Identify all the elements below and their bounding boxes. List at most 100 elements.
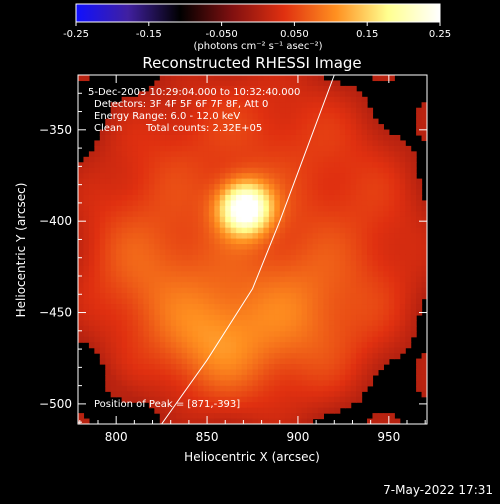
heatmap-pixel xyxy=(116,287,123,294)
heatmap-pixel xyxy=(328,358,335,365)
heatmap-pixel xyxy=(367,380,374,387)
heatmap-pixel xyxy=(203,287,210,294)
heatmap-pixel xyxy=(214,134,221,142)
heatmap-pixel xyxy=(208,124,215,131)
heatmap-pixel xyxy=(274,314,281,321)
heatmap-pixel xyxy=(143,265,150,272)
heatmap-pixel xyxy=(301,194,308,202)
heatmap-pixel xyxy=(241,194,248,202)
heatmap-pixel xyxy=(350,173,357,180)
heatmap-pixel xyxy=(132,140,139,147)
heatmap-pixel xyxy=(257,418,265,424)
heatmap-pixel xyxy=(367,216,374,223)
heatmap-pixel xyxy=(367,134,374,142)
heatmap-pixel xyxy=(110,129,117,136)
heatmap-pixel xyxy=(170,140,177,147)
heatmap-pixel xyxy=(339,107,346,114)
heatmap-pixel xyxy=(356,205,363,212)
heatmap-pixel xyxy=(285,145,292,152)
heatmap-pixel xyxy=(268,80,275,87)
heatmap-pixel xyxy=(290,107,297,114)
heatmap-pixel xyxy=(285,265,292,272)
heatmap-pixel xyxy=(257,189,265,196)
heatmap-pixel xyxy=(334,271,341,278)
heatmap-pixel xyxy=(421,118,427,125)
heatmap-pixel xyxy=(137,364,145,371)
heatmap-pixel xyxy=(416,293,423,300)
heatmap-pixel xyxy=(328,265,335,272)
heatmap-pixel xyxy=(214,194,221,202)
heatmap-pixel xyxy=(252,140,259,147)
heatmap-pixel xyxy=(132,358,139,365)
heatmap-pixel xyxy=(372,254,379,262)
heatmap-pixel xyxy=(154,194,161,202)
heatmap-pixel xyxy=(367,358,374,365)
heatmap-pixel xyxy=(339,325,346,332)
heatmap-pixel xyxy=(137,391,145,398)
heatmap-pixel xyxy=(247,233,254,240)
heatmap-pixel xyxy=(208,194,215,202)
heatmap-pixel xyxy=(187,314,194,321)
heatmap-pixel xyxy=(192,200,199,207)
heatmap-pixel xyxy=(290,238,297,245)
heatmap-pixel xyxy=(208,244,215,251)
heatmap-pixel xyxy=(159,418,166,424)
heatmap-pixel xyxy=(317,178,324,185)
heatmap-pixel xyxy=(236,162,243,169)
heatmap-pixel xyxy=(301,380,308,387)
heatmap-pixel xyxy=(121,200,128,207)
heatmap-pixel xyxy=(88,249,95,256)
heatmap-pixel xyxy=(170,358,177,365)
heatmap-pixel xyxy=(399,260,406,267)
heatmap-pixel xyxy=(383,75,390,82)
heatmap-pixel xyxy=(388,271,395,278)
heatmap-pixel xyxy=(165,244,172,251)
heatmap-pixel xyxy=(323,287,330,294)
heatmap-pixel xyxy=(197,320,205,327)
heatmap-pixel xyxy=(110,249,117,256)
heatmap-pixel xyxy=(339,178,346,185)
heatmap-pixel xyxy=(307,407,314,414)
heatmap-pixel xyxy=(154,205,161,212)
heatmap-pixel xyxy=(405,222,412,229)
heatmap-pixel xyxy=(181,227,188,234)
heatmap-pixel xyxy=(132,205,139,212)
heatmap-image xyxy=(78,75,427,424)
heatmap-pixel xyxy=(301,249,308,256)
heatmap-pixel xyxy=(236,102,243,109)
heatmap-pixel xyxy=(356,194,363,202)
heatmap-pixel xyxy=(197,369,205,376)
heatmap-pixel xyxy=(181,134,188,142)
heatmap-pixel xyxy=(170,260,177,267)
heatmap-pixel xyxy=(372,162,379,169)
heatmap-pixel xyxy=(328,113,335,120)
heatmap-pixel xyxy=(290,314,297,321)
heatmap-pixel xyxy=(78,200,85,207)
heatmap-pixel xyxy=(241,222,248,229)
heatmap-pixel xyxy=(214,276,221,283)
heatmap-pixel xyxy=(307,298,314,305)
heatmap-pixel xyxy=(377,75,384,82)
heatmap-pixel xyxy=(197,91,205,98)
heatmap-pixel xyxy=(110,309,117,316)
heatmap-pixel xyxy=(356,309,363,316)
heatmap-pixel xyxy=(296,282,303,289)
heatmap-pixel xyxy=(328,124,335,131)
heatmap-pixel xyxy=(399,271,406,278)
heatmap-pixel xyxy=(268,222,275,229)
heatmap-pixel xyxy=(377,216,384,223)
heatmap-pixel xyxy=(334,134,341,142)
heatmap-pixel xyxy=(219,271,226,278)
heatmap-pixel xyxy=(279,238,286,245)
heatmap-pixel xyxy=(159,118,166,125)
heatmap-pixel xyxy=(416,178,423,185)
heatmap-pixel xyxy=(187,200,194,207)
heatmap-pixel xyxy=(421,205,427,212)
heatmap-pixel xyxy=(323,304,330,311)
heatmap-pixel xyxy=(110,331,117,338)
heatmap-pixel xyxy=(312,118,319,125)
heatmap-pixel xyxy=(274,331,281,338)
heatmap-pixel xyxy=(361,244,368,251)
heatmap-pixel xyxy=(170,353,177,360)
heatmap-pixel xyxy=(197,178,205,185)
